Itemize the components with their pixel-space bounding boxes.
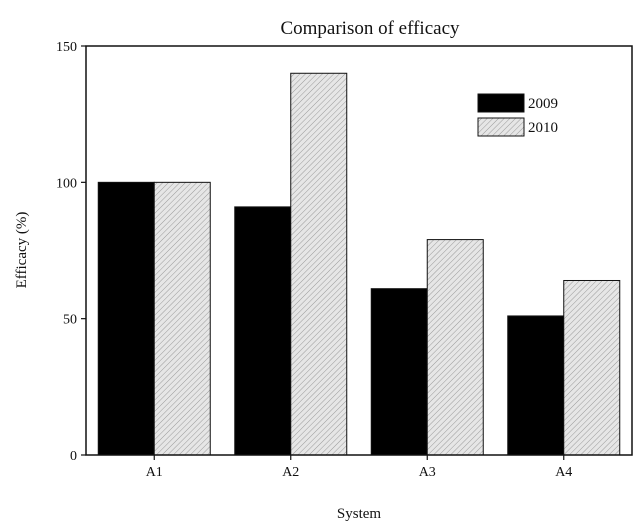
y-tick-label: 100 — [56, 176, 77, 191]
plot-frame — [85, 45, 633, 456]
bar-2010-A2 — [290, 72, 348, 456]
bar-2009-A4 — [507, 315, 565, 456]
chart-title: Comparison of efficacy — [280, 18, 460, 39]
bar-2009-A1 — [97, 181, 155, 456]
legend-swatch-2010 — [477, 117, 525, 137]
plot-area: A1 A2 A3 A4 0 50 100 150 — [56, 40, 621, 480]
bar-2010-A3 — [426, 239, 484, 456]
y-tick-label: 50 — [63, 313, 77, 328]
legend: 2009 2010 — [477, 93, 558, 137]
bar-2010-A1 — [153, 181, 211, 456]
x-tick-label: A2 — [282, 465, 299, 480]
legend-label-2010: 2010 — [528, 120, 558, 136]
y-axis-label: Efficacy (%) — [14, 212, 30, 289]
bar-2009-A3 — [370, 288, 428, 456]
y-tick-label: 0 — [70, 449, 77, 464]
x-tick-label: A1 — [146, 465, 163, 480]
legend-label-2009: 2009 — [528, 96, 558, 112]
bar-2010-A4 — [563, 279, 621, 456]
x-tick-label: A4 — [555, 465, 572, 480]
x-axis-label: System — [337, 506, 382, 522]
y-tick-label: 150 — [56, 40, 77, 55]
bar-2009-A2 — [234, 206, 292, 456]
x-tick-label: A3 — [419, 465, 436, 480]
legend-swatch-2009 — [477, 93, 525, 113]
